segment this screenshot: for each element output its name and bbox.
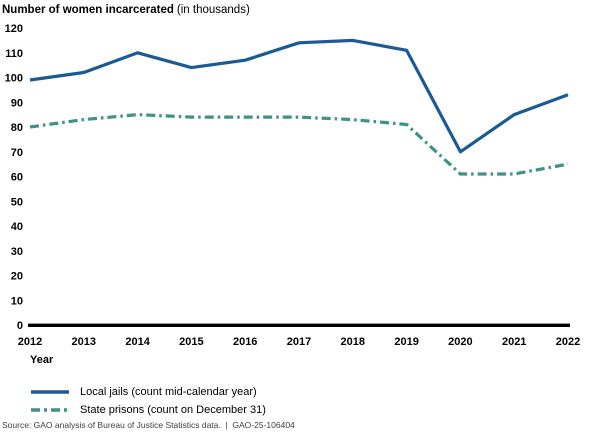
y-tick-label: 90 bbox=[11, 97, 23, 109]
legend-label-state-prisons: State prisons (count on December 31) bbox=[80, 404, 266, 416]
x-tick-label: 2012 bbox=[18, 336, 42, 348]
y-tick-label: 20 bbox=[11, 271, 23, 283]
y-tick-label: 100 bbox=[5, 73, 23, 85]
legend-label-local-jails: Local jails (count mid-calendar year) bbox=[80, 386, 257, 398]
y-tick-label: 30 bbox=[11, 246, 23, 258]
legend-item-state-prisons: State prisons (count on December 31) bbox=[30, 403, 266, 417]
y-tick-label: 110 bbox=[5, 48, 23, 60]
chart-title-text: Number of women incarcerated bbox=[2, 4, 174, 16]
series-line-local-jails bbox=[29, 38, 569, 154]
series-line-state-prisons bbox=[29, 113, 569, 176]
x-tick-label: 2017 bbox=[287, 336, 311, 348]
y-tick-label: 40 bbox=[11, 221, 23, 233]
x-tick-label: 2015 bbox=[179, 336, 203, 348]
y-tick-label: 70 bbox=[11, 147, 23, 159]
legend-swatch-local-jails-line bbox=[31, 390, 69, 394]
x-tick-label: 2021 bbox=[502, 336, 526, 348]
y-tick-label: 0 bbox=[17, 320, 23, 332]
chart-title: Number of women incarcerated (in thousand… bbox=[2, 4, 250, 16]
x-tick-label: 2022 bbox=[556, 336, 580, 348]
y-tick-label: 60 bbox=[11, 172, 23, 184]
x-tick-label: 2019 bbox=[394, 336, 418, 348]
x-tick-label: 2016 bbox=[233, 336, 257, 348]
y-tick-label: 120 bbox=[5, 23, 23, 35]
y-tick-label: 10 bbox=[11, 295, 23, 307]
x-tick-label: 2020 bbox=[448, 336, 472, 348]
x-axis-title: Year bbox=[30, 354, 54, 366]
chart-title-units: (in thousands) bbox=[176, 4, 250, 16]
x-tick-label: 2013 bbox=[72, 336, 96, 348]
x-tick-label: 2018 bbox=[341, 336, 365, 348]
y-tick-label: 80 bbox=[11, 122, 23, 134]
legend-swatch-state-prisons-line bbox=[31, 408, 69, 412]
line-chart-canvas: 0 10 20 30 40 50 60 70 80 90 100 110 120 2012 2013 2014… bbox=[5, 23, 581, 366]
y-tick-label: 50 bbox=[11, 196, 23, 208]
x-tick-label: 2014 bbox=[125, 336, 150, 348]
legend-item-local-jails: Local jails (count mid-calendar year) bbox=[30, 385, 266, 399]
chart-legend: Local jails (count mid-calendar year) St… bbox=[30, 385, 266, 417]
source-note: Source: GAO analysis of Bureau of Justic… bbox=[2, 420, 295, 430]
x-axis-line bbox=[28, 323, 570, 327]
